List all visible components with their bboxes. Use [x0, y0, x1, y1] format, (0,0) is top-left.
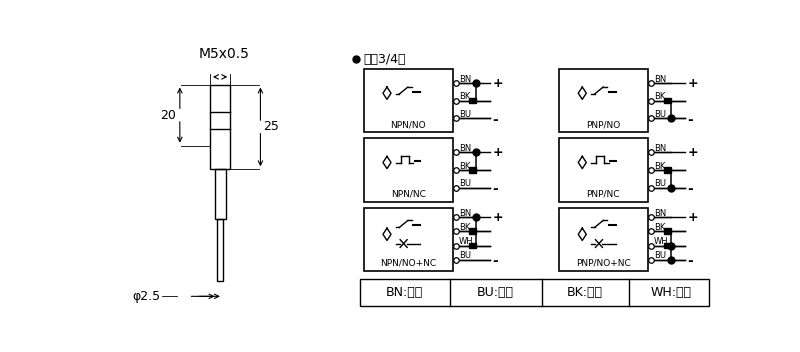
Bar: [218, 219, 223, 281]
Text: +: +: [687, 211, 698, 224]
Bar: [558, 69, 648, 132]
Text: PNP/NC: PNP/NC: [586, 190, 620, 199]
Text: 直涁3/4线: 直涁3/4线: [363, 53, 406, 66]
Bar: [469, 98, 476, 103]
Text: BN: BN: [654, 144, 666, 153]
Text: BU: BU: [459, 251, 471, 260]
Bar: [558, 208, 648, 271]
Text: BK: BK: [459, 162, 470, 171]
Text: WH: WH: [459, 237, 474, 246]
Text: BU: BU: [654, 180, 666, 188]
Bar: [469, 167, 476, 173]
Text: 25: 25: [263, 120, 279, 133]
Text: +: +: [492, 77, 502, 89]
Bar: [363, 138, 453, 202]
Bar: [664, 243, 671, 249]
Bar: [469, 243, 476, 249]
Text: +: +: [687, 146, 698, 159]
Bar: [360, 279, 709, 306]
Text: PNP/NO: PNP/NO: [586, 120, 621, 129]
Text: BK: BK: [459, 223, 470, 232]
Text: BK: BK: [654, 162, 666, 171]
Bar: [664, 98, 671, 103]
Bar: [214, 169, 226, 219]
Text: WH: WH: [654, 237, 669, 246]
Text: WH:白色: WH:白色: [650, 287, 692, 299]
Bar: [664, 228, 671, 234]
Bar: [363, 208, 453, 271]
Text: BK:黑色: BK:黑色: [566, 287, 602, 299]
Text: BN: BN: [459, 144, 471, 153]
Text: -: -: [492, 254, 498, 268]
Text: BK: BK: [654, 223, 666, 232]
Text: BK: BK: [459, 93, 470, 101]
Text: -: -: [492, 113, 498, 127]
Text: BU: BU: [459, 180, 471, 188]
Text: φ2.5: φ2.5: [132, 290, 161, 303]
Text: +: +: [492, 146, 502, 159]
Text: BN: BN: [654, 209, 666, 218]
Text: BU: BU: [654, 251, 666, 260]
Text: +: +: [492, 211, 502, 224]
Text: BU:兰色: BU:兰色: [477, 287, 514, 299]
Bar: [469, 228, 476, 234]
Text: NPN/NC: NPN/NC: [390, 190, 426, 199]
Bar: [558, 138, 648, 202]
Text: 20: 20: [160, 108, 176, 121]
Text: BN: BN: [654, 75, 666, 84]
Text: BN: BN: [459, 75, 471, 84]
Text: M5x0.5: M5x0.5: [198, 47, 250, 61]
Bar: [664, 167, 671, 173]
Text: BN: BN: [459, 209, 471, 218]
Text: BK: BK: [654, 93, 666, 101]
Text: -: -: [687, 182, 693, 196]
Bar: [210, 84, 230, 169]
Text: NPN/NO: NPN/NO: [390, 120, 426, 129]
Text: PNP/NO+NC: PNP/NO+NC: [576, 259, 630, 268]
Text: -: -: [687, 254, 693, 268]
Text: BU: BU: [459, 110, 471, 119]
Text: BU: BU: [654, 110, 666, 119]
Text: -: -: [492, 182, 498, 196]
Text: -: -: [687, 113, 693, 127]
Text: +: +: [687, 77, 698, 89]
Bar: [363, 69, 453, 132]
Text: NPN/NO+NC: NPN/NO+NC: [380, 259, 436, 268]
Text: BN:棕色: BN:棕色: [386, 287, 423, 299]
